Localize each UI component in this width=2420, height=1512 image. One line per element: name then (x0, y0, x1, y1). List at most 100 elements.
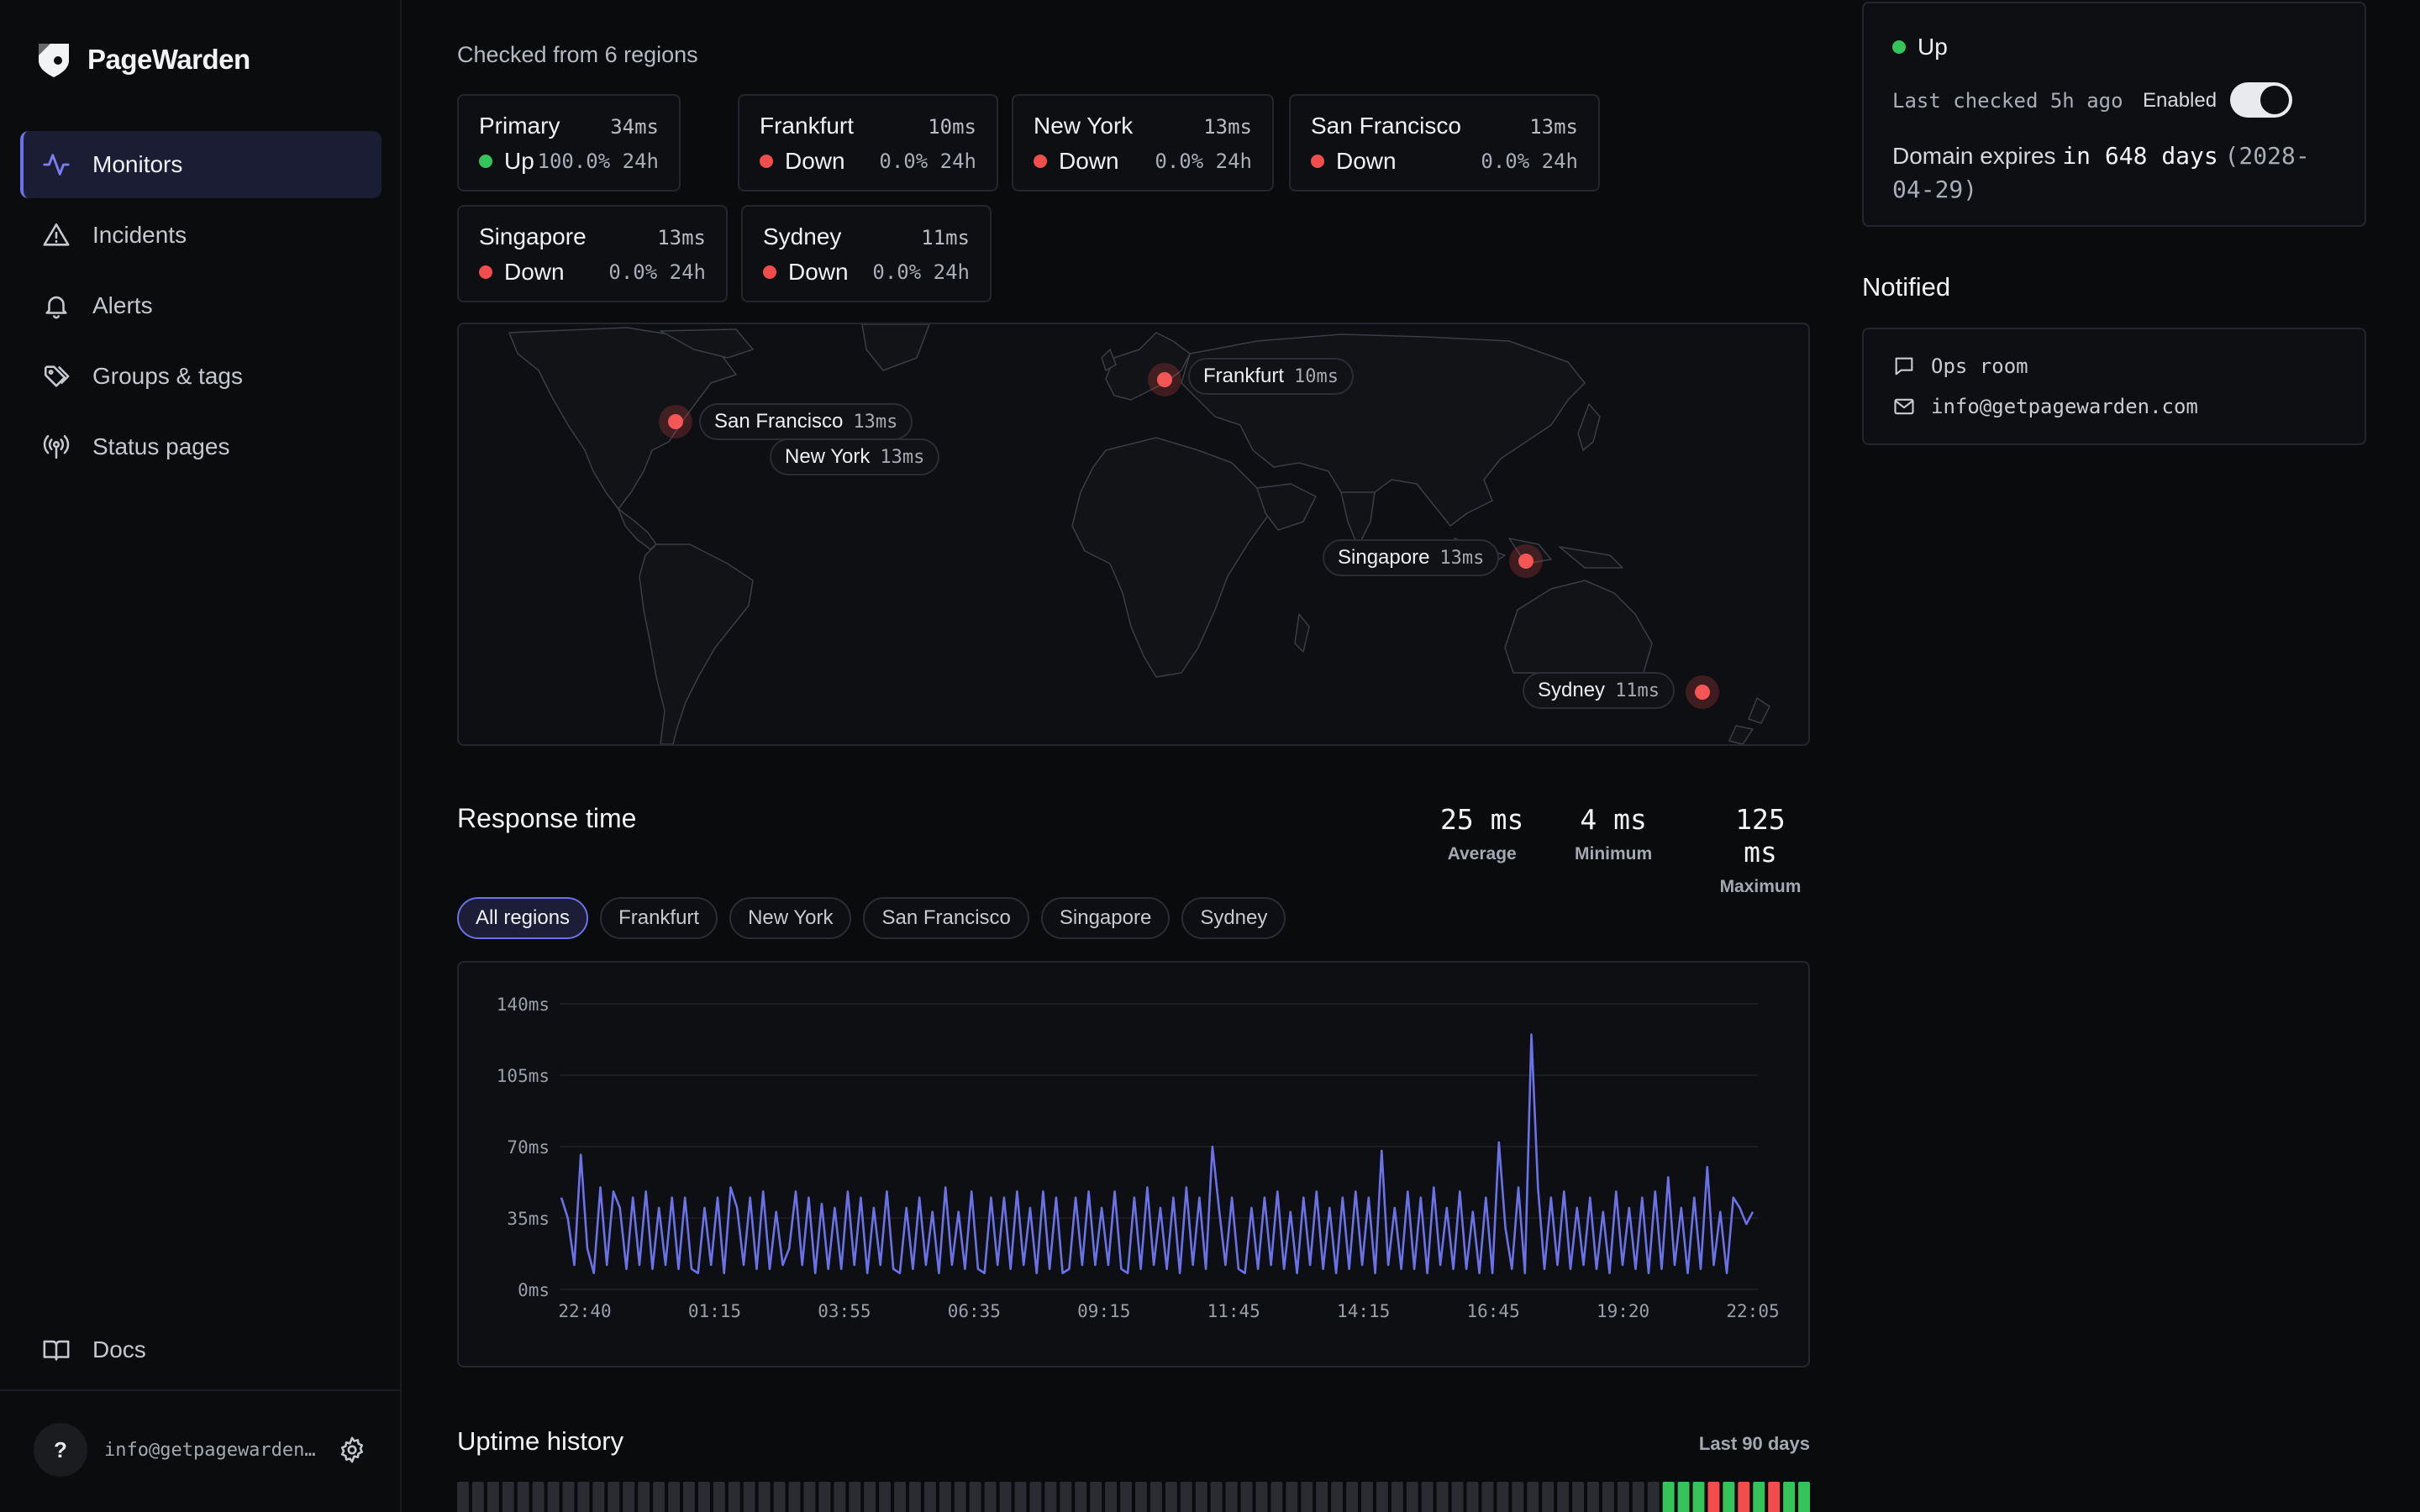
uptime-day-bar[interactable] (577, 1482, 590, 1512)
filter-all-regions[interactable]: All regions (457, 897, 589, 939)
uptime-day-bar[interactable] (1105, 1482, 1118, 1512)
uptime-day-bar[interactable] (1225, 1482, 1238, 1512)
map-pin-frankfurt[interactable] (1148, 363, 1181, 396)
uptime-day-bar[interactable] (773, 1482, 786, 1512)
sidebar-item-incidents[interactable]: Incidents (20, 202, 381, 269)
uptime-day-bar[interactable] (758, 1482, 771, 1512)
uptime-day-bar[interactable] (1210, 1482, 1223, 1512)
notify-channel-email[interactable]: info@getpagewarden.com (1892, 395, 2198, 418)
uptime-day-bar[interactable] (1481, 1482, 1494, 1512)
uptime-day-bar[interactable] (1497, 1482, 1509, 1512)
map-label-singapore[interactable]: Singapore 13ms (1323, 539, 1500, 576)
uptime-day-bar[interactable] (1677, 1482, 1690, 1512)
uptime-day-bar[interactable] (1075, 1482, 1087, 1512)
filter-frankfurt[interactable]: Frankfurt (600, 897, 718, 939)
uptime-day-bar[interactable] (1255, 1482, 1268, 1512)
map-pin-san-francisco[interactable] (659, 405, 692, 438)
uptime-day-bar[interactable] (1165, 1482, 1177, 1512)
uptime-day-bar[interactable] (1768, 1482, 1781, 1512)
uptime-day-bar[interactable] (562, 1482, 575, 1512)
uptime-day-bar[interactable] (939, 1482, 951, 1512)
uptime-day-bar[interactable] (1542, 1482, 1555, 1512)
filter-singapore[interactable]: Singapore (1040, 897, 1171, 939)
uptime-day-bar[interactable] (1436, 1482, 1449, 1512)
uptime-day-bar[interactable] (1707, 1482, 1720, 1512)
uptime-day-bar[interactable] (894, 1482, 906, 1512)
uptime-day-bar[interactable] (1044, 1482, 1057, 1512)
uptime-day-bar[interactable] (1798, 1482, 1810, 1512)
uptime-day-bar[interactable] (608, 1482, 620, 1512)
uptime-day-bar[interactable] (1301, 1482, 1313, 1512)
uptime-day-bar[interactable] (999, 1482, 1012, 1512)
uptime-day-bar[interactable] (1135, 1482, 1147, 1512)
uptime-day-bar[interactable] (834, 1482, 846, 1512)
uptime-day-bar[interactable] (1014, 1482, 1027, 1512)
uptime-day-bar[interactable] (1662, 1482, 1675, 1512)
uptime-day-bar[interactable] (1572, 1482, 1584, 1512)
enabled-toggle[interactable] (2230, 82, 2292, 118)
uptime-day-bar[interactable] (1783, 1482, 1796, 1512)
uptime-day-bar[interactable] (743, 1482, 755, 1512)
uptime-day-bar[interactable] (547, 1482, 560, 1512)
uptime-day-bar[interactable] (1361, 1482, 1373, 1512)
uptime-day-bar[interactable] (1391, 1482, 1403, 1512)
uptime-day-bar[interactable] (1120, 1482, 1132, 1512)
uptime-day-bar[interactable] (713, 1482, 725, 1512)
uptime-day-bar[interactable] (1060, 1482, 1072, 1512)
notify-channel-ops-room[interactable]: Ops room (1892, 354, 2028, 378)
uptime-day-bar[interactable] (984, 1482, 997, 1512)
filter-sydney[interactable]: Sydney (1181, 897, 1286, 939)
uptime-day-bar[interactable] (1692, 1482, 1705, 1512)
uptime-day-bar[interactable] (1602, 1482, 1614, 1512)
uptime-day-bar[interactable] (864, 1482, 876, 1512)
uptime-day-bar[interactable] (1090, 1482, 1102, 1512)
map-label-sydney[interactable]: Sydney 11ms (1523, 672, 1676, 709)
uptime-day-bar[interactable] (1557, 1482, 1570, 1512)
sidebar-item-status-pages[interactable]: Status pages (20, 413, 381, 480)
uptime-day-bar[interactable] (1346, 1482, 1358, 1512)
uptime-day-bar[interactable] (1451, 1482, 1464, 1512)
uptime-day-bar[interactable] (638, 1482, 650, 1512)
uptime-day-bar[interactable] (849, 1482, 861, 1512)
uptime-day-bar[interactable] (954, 1482, 966, 1512)
uptime-day-bar[interactable] (1527, 1482, 1539, 1512)
uptime-day-bar[interactable] (502, 1482, 514, 1512)
region-card-sydney[interactable]: Sydney 11ms Down 0.0% 24h (741, 205, 992, 302)
uptime-day-bar[interactable] (683, 1482, 695, 1512)
uptime-day-bar[interactable] (668, 1482, 680, 1512)
uptime-day-bar[interactable] (879, 1482, 892, 1512)
uptime-day-bar[interactable] (1316, 1482, 1328, 1512)
uptime-day-bar[interactable] (1617, 1482, 1629, 1512)
sidebar-item-monitors[interactable]: Monitors (20, 131, 381, 198)
region-card-frankfurt[interactable]: Frankfurt 10ms Down 0.0% 24h (738, 94, 998, 192)
uptime-day-bar[interactable] (1632, 1482, 1644, 1512)
uptime-day-bar[interactable] (1376, 1482, 1388, 1512)
uptime-day-bar[interactable] (728, 1482, 740, 1512)
map-label-san-francisco[interactable]: San Francisco 13ms (699, 403, 913, 440)
uptime-day-bar[interactable] (1723, 1482, 1735, 1512)
uptime-day-bar[interactable] (697, 1482, 710, 1512)
uptime-day-bar[interactable] (1029, 1482, 1042, 1512)
sidebar-item-groups-tags[interactable]: Groups & tags (20, 343, 381, 410)
region-card-singapore[interactable]: Singapore 13ms Down 0.0% 24h (457, 205, 728, 302)
uptime-day-bar[interactable] (532, 1482, 544, 1512)
uptime-day-bar[interactable] (1738, 1482, 1750, 1512)
region-card-primary[interactable]: Primary 34ms Up 100.0% 24h (457, 94, 681, 192)
uptime-day-bar[interactable] (1286, 1482, 1298, 1512)
uptime-day-bar[interactable] (471, 1482, 484, 1512)
uptime-day-bar[interactable] (1195, 1482, 1207, 1512)
docs-link[interactable]: Docs (42, 1336, 146, 1364)
map-label-frankfurt[interactable]: Frankfurt 10ms (1188, 358, 1355, 395)
region-card-new-york[interactable]: New York 13ms Down 0.0% 24h (1012, 94, 1274, 192)
uptime-day-bar[interactable] (653, 1482, 666, 1512)
uptime-day-bar[interactable] (1180, 1482, 1192, 1512)
uptime-day-bar[interactable] (592, 1482, 605, 1512)
map-pin-singapore[interactable] (1509, 544, 1543, 578)
sidebar-item-alerts[interactable]: Alerts (20, 272, 381, 339)
uptime-day-bar[interactable] (1240, 1482, 1253, 1512)
region-card-san-francisco[interactable]: San Francisco 13ms Down 0.0% 24h (1289, 94, 1600, 192)
filter-san-francisco[interactable]: San Francisco (863, 897, 1029, 939)
map-pin-sydney[interactable] (1686, 675, 1719, 709)
uptime-day-bar[interactable] (517, 1482, 529, 1512)
user-menu[interactable]: ? info@getpagewarden.com (34, 1423, 378, 1477)
